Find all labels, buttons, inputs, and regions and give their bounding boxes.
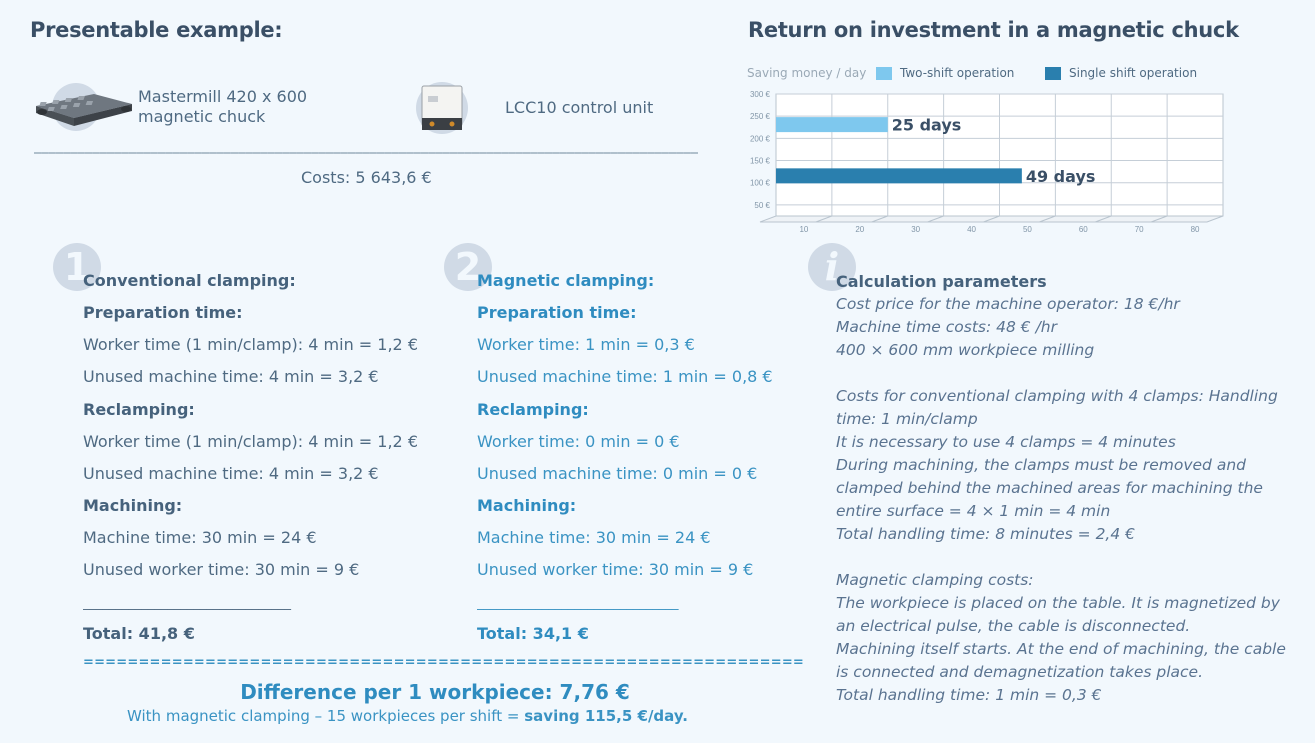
params-line xyxy=(836,362,1296,385)
equals-separator: ========================================… xyxy=(83,655,805,670)
chart-x-tick-label: 10 xyxy=(799,225,808,234)
params-title: Calculation parameters xyxy=(836,272,1047,291)
params-line: Costs for conventional clamping with 4 c… xyxy=(836,387,1278,428)
magnetic-prep-worker: Worker time: 1 min = 0,3 € xyxy=(477,335,695,354)
saving-amount: saving 115,5 €/day. xyxy=(524,707,688,725)
magnetic-reclamp-worker: Worker time: 0 min = 0 € xyxy=(477,432,680,451)
saving-prefix: With magnetic clamping – 15 workpieces p… xyxy=(127,707,525,725)
chart-floor-tick xyxy=(927,215,944,223)
separator-line: ________________________________________… xyxy=(34,138,698,154)
chart-x-tick-label: 20 xyxy=(855,225,864,234)
calculation-parameters: Calculation parameters Cost price for th… xyxy=(836,270,1296,707)
chart-y-tick-label: 250 € xyxy=(750,112,771,121)
params-line: 400 × 600 mm workpiece milling xyxy=(836,341,1095,359)
legend-single-shift-swatch xyxy=(1045,67,1061,80)
chart-y-tick-label: 50 € xyxy=(754,201,770,210)
params-line: During machining, the clamps must be rem… xyxy=(836,456,1263,520)
params-line: Cost price for the machine operator: 18 … xyxy=(836,295,1180,313)
conventional-clamping-column: Conventional clamping: Preparation time:… xyxy=(83,0,443,660)
params-line: Total handling time: 1 min = 0,3 € xyxy=(836,686,1102,704)
conventional-mach-unused: Unused worker time: 30 min = 9 € xyxy=(83,560,360,579)
magnetic-mach-time: Machine time: 30 min = 24 € xyxy=(477,528,711,547)
chart-x-tick-label: 60 xyxy=(1079,225,1088,234)
total-costs: Costs: 5 643,6 € xyxy=(301,168,432,187)
chart-bar-single-shift xyxy=(776,168,1022,184)
magnetic-prep-unused: Unused machine time: 1 min = 0,8 € xyxy=(477,367,773,386)
chart-floor-tick xyxy=(815,215,833,223)
chart-x-tick-label: 70 xyxy=(1135,225,1144,234)
chart-bar-two-shift xyxy=(776,117,888,133)
params-line: It is necessary to use 4 clamps = 4 minu… xyxy=(836,433,1176,451)
params-line: Magnetic clamping costs: xyxy=(836,571,1034,589)
conventional-prep-unused: Unused machine time: 4 min = 3,2 € xyxy=(83,367,379,386)
legend-two-shift-swatch xyxy=(876,67,892,80)
legend-single-shift: Single shift operation xyxy=(1045,66,1197,80)
chart-x-tick-label: 40 xyxy=(967,225,976,234)
product-chuck-label-line1: Mastermill 420 x 600 xyxy=(138,87,308,106)
product-control-label: LCC10 control unit xyxy=(505,98,654,117)
chart-floor-tick xyxy=(983,215,1000,223)
conventional-underline: ________________________________ xyxy=(83,596,291,611)
magnetic-mach-title: Machining: xyxy=(477,496,577,515)
conventional-reclamp-title: Reclamping: xyxy=(83,400,195,419)
chart-title: Return on investment in a magnetic chuck xyxy=(748,18,1239,42)
magnetic-total: Total: 34,1 € xyxy=(477,624,589,643)
section-title-example: Presentable example: xyxy=(30,18,283,42)
params-lines: Cost price for the machine operator: 18 … xyxy=(836,293,1296,707)
legend-two-shift-label: Two-shift operation xyxy=(900,66,1015,80)
magnetic-reclamp-unused: Unused machine time: 0 min = 0 € xyxy=(477,464,758,483)
params-line: Total handling time: 8 minutes = 2,4 € xyxy=(836,525,1136,543)
saving-summary: With magnetic clamping – 15 workpieces p… xyxy=(127,707,688,725)
params-line xyxy=(836,546,1296,569)
magnetic-clamping-column: Magnetic clamping: Preparation time: Wor… xyxy=(477,0,807,660)
conventional-mach-time: Machine time: 30 min = 24 € xyxy=(83,528,317,547)
conventional-reclamp-unused: Unused machine time: 4 min = 3,2 € xyxy=(83,464,379,483)
conventional-prep-worker: Worker time (1 min/clamp): 4 min = 1,2 € xyxy=(83,335,418,354)
step-1-badge: 1 xyxy=(53,243,101,291)
magnetic-chuck-image xyxy=(34,82,134,132)
legend-two-shift: Two-shift operation xyxy=(876,66,1014,80)
chart-x-tick-label: 50 xyxy=(1023,225,1032,234)
chart-floor-tick xyxy=(871,215,888,223)
info-icon: i xyxy=(808,243,856,291)
params-line: The workpiece is placed on the table. It… xyxy=(836,594,1280,635)
chart-floor-tick xyxy=(1095,215,1112,223)
magnetic-reclamp-title: Reclamping: xyxy=(477,400,589,419)
chart-floor-tick xyxy=(1150,215,1168,223)
step-2-badge: 2 xyxy=(444,243,492,291)
chart-floor-tick xyxy=(1039,215,1056,223)
conventional-reclamp-worker: Worker time (1 min/clamp): 4 min = 1,2 € xyxy=(83,432,418,451)
roi-bar-chart: 300 € 250 € 200 € 150 € 100 € 50 € 10 20 30 40 50 6… xyxy=(750,90,1224,234)
params-line: Machining itself starts. At the end of m… xyxy=(836,640,1286,681)
conventional-total: Total: 41,8 € xyxy=(83,624,195,643)
magnetic-prep-title: Preparation time: xyxy=(477,303,637,322)
chart-y-tick-label: 200 € xyxy=(750,134,771,143)
magnetic-underline: _______________________________ xyxy=(477,596,679,611)
chart-data-label: 49 days xyxy=(1026,167,1096,186)
conventional-mach-title: Machining: xyxy=(83,496,183,515)
conventional-title: Conventional clamping: xyxy=(83,271,296,290)
legend-single-shift-label: Single shift operation xyxy=(1069,66,1198,80)
product-chuck-label: Mastermill 420 x 600 magnetic chuck xyxy=(138,87,307,127)
conventional-prep-title: Preparation time: xyxy=(83,303,243,322)
chart-y-tick-label: 150 € xyxy=(750,157,771,166)
params-line: Machine time costs: 48 € /hr xyxy=(836,318,1057,336)
chart-x-tick-label: 30 xyxy=(911,225,920,234)
control-unit-image xyxy=(414,80,470,136)
product-chuck-label-line2: magnetic chuck xyxy=(138,107,266,126)
chart-y-tick-label: 300 € xyxy=(750,90,771,99)
magnetic-mach-unused: Unused worker time: 30 min = 9 € xyxy=(477,560,754,579)
difference-per-workpiece: Difference per 1 workpiece: 7,76 € xyxy=(240,680,630,704)
chart-x-tick-label: 80 xyxy=(1191,225,1200,234)
chart-y-tick-label: 100 € xyxy=(750,179,771,188)
chart-ylabel: Saving money / day xyxy=(747,66,867,80)
magnetic-title: Magnetic clamping: xyxy=(477,271,655,290)
chart-data-label: 25 days xyxy=(892,116,962,135)
